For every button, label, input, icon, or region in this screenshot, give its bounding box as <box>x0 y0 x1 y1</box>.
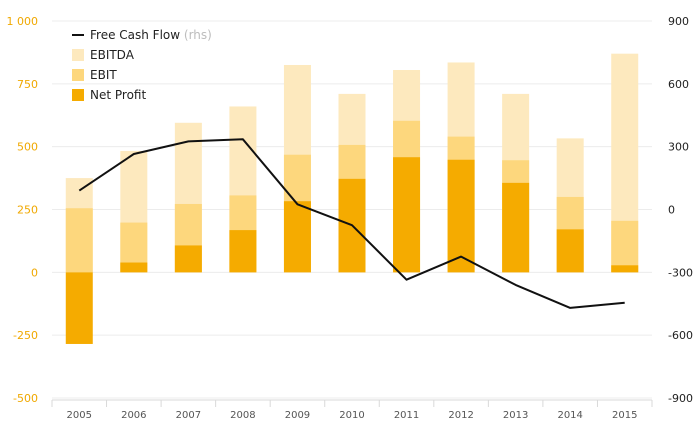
y-left-tick-label: -250 <box>13 329 38 342</box>
x-tick-label: 2014 <box>557 410 582 421</box>
bar-net-profit-2008 <box>229 230 257 273</box>
bar-net-profit-2015 <box>611 265 639 273</box>
bar-net-profit-2007 <box>174 245 202 273</box>
y-left-tick-label: 500 <box>17 141 38 154</box>
bar-ebit-2005 <box>65 208 93 273</box>
legend-swatch-net-profit <box>72 89 84 101</box>
y-right-tick-label: 600 <box>668 78 689 91</box>
y-left-tick-label: 0 <box>31 266 38 279</box>
axes: -500 -250 0 250 500 750 1 000 -900 -600 -300 0 300 6… <box>7 15 693 421</box>
x-tick-label: 2007 <box>176 410 201 421</box>
x-tick-label: 2013 <box>503 410 528 421</box>
x-tick-label: 2015 <box>612 410 637 421</box>
y-left-tick-label: 1 000 <box>7 15 39 28</box>
x-tick-label: 2010 <box>339 410 364 421</box>
y-left-tick-label: -500 <box>13 392 38 405</box>
bar-net-profit-2006 <box>120 262 148 273</box>
bar-net-profit-2012 <box>447 159 475 273</box>
y-left-tick-label: 250 <box>17 204 38 217</box>
x-tick-label: 2011 <box>394 410 419 421</box>
legend-label-ebit: EBIT <box>90 68 117 82</box>
x-tick-label: 2009 <box>285 410 310 421</box>
legend-label-ebitda: EBITDA <box>90 48 135 62</box>
legend-note: (rhs) <box>180 28 212 42</box>
bar-series <box>65 53 639 344</box>
bar-net-profit-2005 <box>65 272 93 344</box>
y-right-tick-label: 300 <box>668 141 689 154</box>
legend-swatch-ebitda <box>72 49 84 61</box>
x-tick-label: 2012 <box>448 410 473 421</box>
x-tick-label: 2008 <box>230 410 255 421</box>
x-tick-label: 2005 <box>67 410 92 421</box>
bar-net-profit-2009 <box>283 201 311 273</box>
y-right-tick-label: -900 <box>668 392 693 405</box>
x-tick-label: 2006 <box>121 410 146 421</box>
legend: Free Cash Flow (rhs) EBITDA EBIT Net Profit <box>72 28 212 102</box>
y-right-tick-label: 900 <box>668 15 689 28</box>
bar-net-profit-2014 <box>556 229 584 273</box>
y-right-tick-label: -600 <box>668 329 693 342</box>
bar-net-profit-2011 <box>393 157 421 273</box>
free-cash-flow-line <box>78 138 625 309</box>
y-right-tick-label: -300 <box>668 266 693 279</box>
y-right-tick-label: 0 <box>668 204 675 217</box>
legend-swatch-ebit <box>72 69 84 81</box>
bar-ebit-2015 <box>611 220 639 273</box>
bar-net-profit-2013 <box>502 182 530 273</box>
y-left-tick-label: 750 <box>17 78 38 91</box>
legend-label-net-profit: Net Profit <box>90 88 146 102</box>
legend-label-free-cash-flow: Free Cash Flow (rhs) <box>90 28 212 42</box>
